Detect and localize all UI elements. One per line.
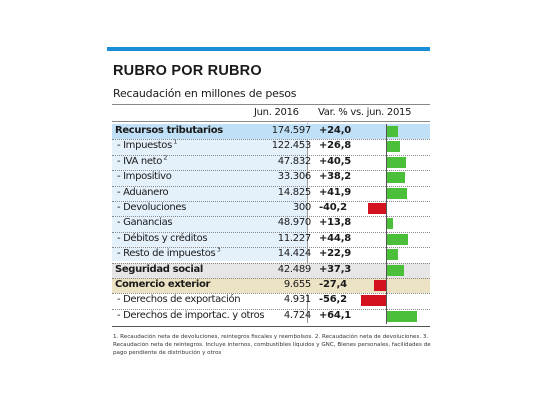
footnote-marker: 1 — [171, 139, 177, 147]
variation-label: +41,9 — [319, 186, 352, 198]
variation-bar — [387, 249, 398, 261]
table-row: - Derechos de importac. y otros 4.724 +64,… — [112, 309, 430, 324]
row-label: - IVA neto 2 — [117, 154, 168, 167]
variation-label: +13,8 — [319, 217, 352, 229]
row-separator — [112, 293, 430, 295]
row-separator — [112, 231, 430, 233]
amount-value: 300 — [292, 202, 311, 213]
table-row: - Débitos y créditos 11.227 +44,8 — [112, 232, 430, 247]
variation-label: +24,0 — [319, 125, 352, 136]
table-row: - Impositivo 33.306 +38,2 — [112, 170, 430, 185]
row-label: Recursos tributarios — [115, 125, 223, 136]
variation-label: +64,1 — [319, 309, 352, 321]
variation-label: +37,3 — [319, 263, 352, 275]
row-separator — [112, 216, 430, 218]
row-label: - Aduanero — [117, 186, 169, 198]
row-label: - Impuestos 1 — [117, 139, 177, 152]
column-divider — [307, 123, 308, 323]
row-separator — [112, 139, 430, 141]
sub-items-background — [112, 137, 307, 261]
row-label: - Derechos de importac. y otros — [117, 309, 265, 321]
chart-subtitle: Recaudación en millones de pesos — [113, 87, 297, 100]
variation-bar — [387, 187, 407, 199]
table-row: - IVA neto 2 47.832 +40,5 — [112, 155, 430, 170]
amount-value: 9.655 — [283, 279, 311, 290]
row-label: Comercio exterior — [115, 279, 211, 290]
variation-bar — [387, 218, 394, 230]
variation-label: -56,2 — [319, 294, 347, 306]
variation-label: -27,4 — [319, 279, 347, 290]
header-rule — [112, 104, 430, 105]
row-label: - Devoluciones — [117, 202, 186, 213]
variation-label: +26,8 — [319, 140, 352, 152]
column-header-rule — [112, 121, 430, 122]
variation-bar — [387, 141, 400, 153]
amount-value: 11.227 — [277, 232, 312, 244]
row-label: - Impositivo — [117, 171, 172, 183]
row-label: - Débitos y créditos — [117, 232, 208, 244]
table-row: - Derechos de exportación 4.931 -56,2 — [112, 293, 430, 308]
variation-bar — [387, 126, 399, 137]
table-row: Seguridad social 42.489 +37,3 — [112, 262, 430, 278]
table-bottom-rule — [112, 326, 430, 328]
amount-value: 4.931 — [283, 294, 311, 306]
amount-value: 48.970 — [277, 217, 312, 229]
variation-bar — [387, 172, 405, 184]
row-label: - Resto de impuestos 3 — [117, 246, 221, 260]
amount-value: 33.306 — [277, 171, 312, 183]
amount-value: 42.489 — [277, 263, 312, 275]
variation-label: +38,2 — [319, 171, 352, 183]
footnote-marker: 2 — [162, 154, 168, 162]
table-row: - Devoluciones 300 -40,2 — [112, 201, 430, 216]
column-header-variation: Var. % vs. jun. 2015 — [318, 107, 412, 118]
variation-bar — [387, 310, 417, 322]
row-separator — [112, 185, 430, 187]
table-row: - Ganancias 48.970 +13,8 — [112, 216, 430, 231]
row-separator — [112, 201, 430, 202]
variation-bar — [374, 280, 387, 291]
amount-value: 4.724 — [283, 309, 311, 321]
row-separator — [112, 247, 430, 249]
column-header-amount: Jun. 2016 — [254, 107, 299, 118]
row-label: Seguridad social — [115, 263, 203, 275]
row-separator — [112, 262, 430, 264]
amount-value: 122.453 — [271, 140, 312, 152]
footnote: 1. Recaudación neta de devoluciones, rei… — [113, 334, 431, 356]
variation-label: +44,8 — [319, 232, 352, 244]
chart-title: RUBRO POR RUBRO — [113, 63, 262, 79]
variation-label: -40,2 — [319, 202, 347, 213]
row-separator — [112, 308, 430, 310]
amount-value: 14.825 — [277, 186, 312, 198]
variation-bar — [387, 156, 406, 168]
variation-bar — [360, 295, 387, 307]
table-row: Recursos tributarios 174.597 +24,0 — [112, 124, 430, 139]
amount-value: 14.424 — [277, 248, 312, 260]
amount-value: 174.597 — [271, 125, 312, 136]
row-separator — [112, 170, 430, 172]
table-row: Comercio exterior 9.655 -27,4 — [112, 278, 430, 293]
table-row: - Aduanero 14.825 +41,9 — [112, 186, 430, 201]
top-accent-bar — [107, 47, 430, 51]
variation-label: +40,5 — [319, 155, 352, 167]
row-label: - Ganancias — [117, 217, 173, 229]
row-label: - Derechos de exportación — [117, 294, 241, 306]
variation-bar — [387, 233, 408, 245]
variation-bar — [368, 203, 387, 214]
table-row: - Impuestos 1 122.453 +26,8 — [112, 139, 430, 154]
bar-zero-axis — [386, 124, 387, 324]
variation-bar — [387, 264, 405, 276]
table-row: - Resto de impuestos 3 14.424 +22,9 — [112, 247, 430, 262]
variation-label: +22,9 — [319, 248, 352, 260]
amount-value: 47.832 — [277, 155, 312, 167]
row-separator — [112, 278, 430, 279]
row-separator — [112, 154, 430, 156]
footnote-marker: 3 — [215, 246, 221, 254]
